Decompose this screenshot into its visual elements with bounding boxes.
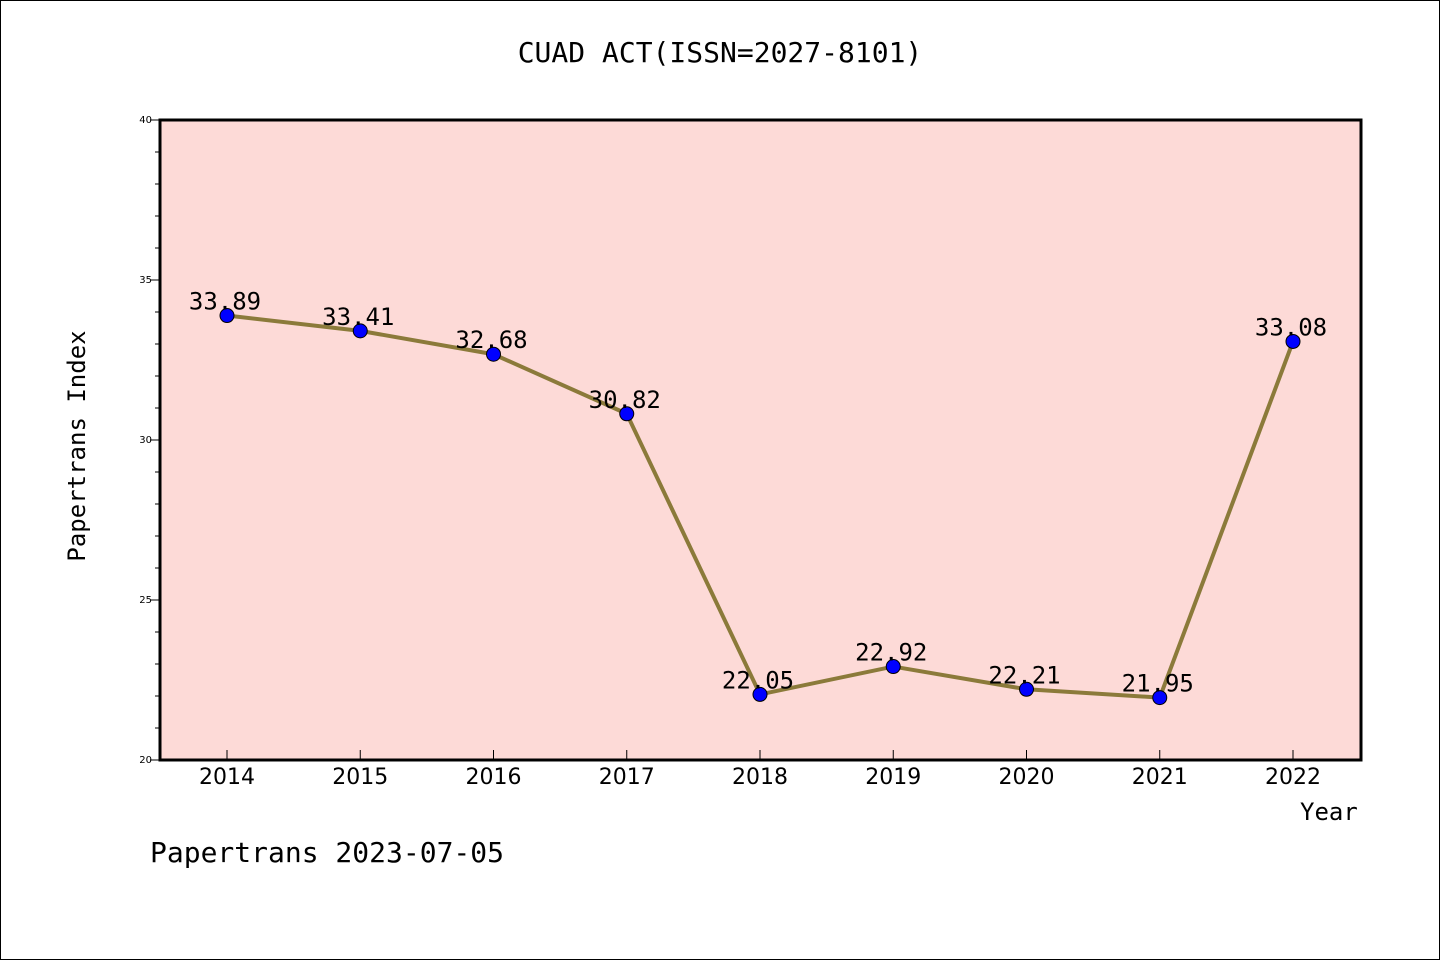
x-tick-label: 2014 xyxy=(199,765,255,790)
y-axis: 20 25 30 35 40 xyxy=(139,115,160,766)
data-label: 33.89 xyxy=(189,288,261,316)
y-tick-label: 40 xyxy=(139,115,152,126)
data-point xyxy=(1152,690,1168,706)
x-tick-label: 2016 xyxy=(466,765,522,790)
y-tick-label: 25 xyxy=(139,595,152,606)
x-tick-label: 2022 xyxy=(1265,765,1321,790)
series-group xyxy=(219,308,1301,706)
data-point xyxy=(486,346,501,362)
data-label: 33.41 xyxy=(322,303,394,331)
data-point xyxy=(1019,681,1034,697)
data-label: 30.82 xyxy=(589,386,661,414)
data-point xyxy=(1285,333,1301,349)
data-point xyxy=(619,406,635,422)
plot-area xyxy=(158,118,1363,762)
x-tick-label: 2019 xyxy=(865,765,921,790)
y-tick-label: 20 xyxy=(139,755,152,766)
footer-text: Papertrans 2023-07-05 xyxy=(150,836,505,869)
data-label: 32.68 xyxy=(455,326,527,354)
x-axis: 2014 2015 2016 2017 2018 2019 2020 2021 2022 xyxy=(199,750,1321,790)
data-point xyxy=(352,323,368,339)
x-tick-label: 2020 xyxy=(999,765,1055,790)
data-label: 22.92 xyxy=(855,639,927,667)
y-tick-label: 35 xyxy=(139,275,152,286)
x-tick-label: 2015 xyxy=(332,765,388,790)
y-axis-label: Papertrans Index xyxy=(63,330,91,562)
y-tick-label: 30 xyxy=(139,435,152,446)
data-label: 21.95 xyxy=(1122,670,1194,698)
x-tick-label: 2018 xyxy=(732,765,788,790)
data-label: 22.21 xyxy=(988,661,1060,689)
data-label: 33.08 xyxy=(1255,313,1327,341)
data-labels-group: 33.89 33.41 32.68 30.82 22.05 22.92 22.21 21.95… xyxy=(189,288,1327,698)
x-axis-label: Year xyxy=(1300,798,1358,826)
x-tick-label: 2021 xyxy=(1132,765,1188,790)
data-point xyxy=(752,686,768,702)
chart-title: CUAD ACT(ISSN=2027-8101) xyxy=(517,36,923,69)
data-point xyxy=(885,659,901,675)
data-label: 22.05 xyxy=(722,666,794,694)
data-point xyxy=(219,308,235,324)
x-tick-label: 2017 xyxy=(599,765,655,790)
